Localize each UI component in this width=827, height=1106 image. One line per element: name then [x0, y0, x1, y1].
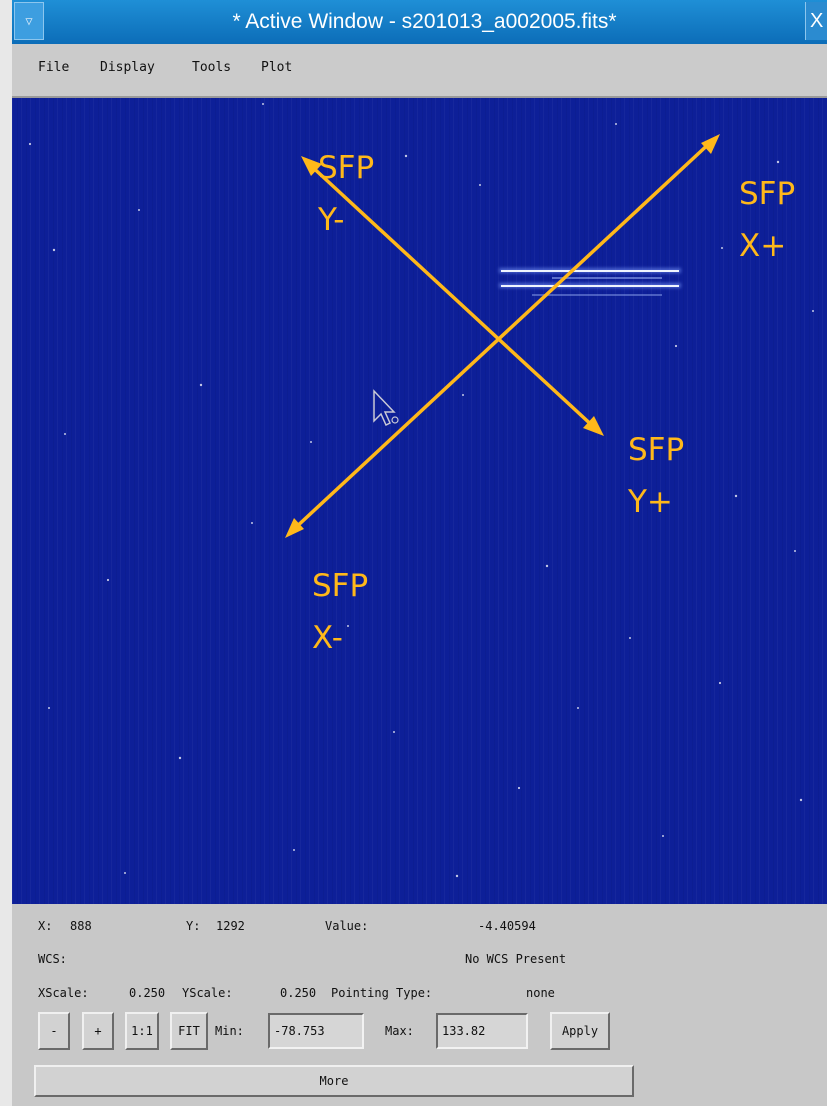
arrowheads	[285, 134, 720, 538]
min-input[interactable]	[268, 1013, 364, 1049]
close-icon[interactable]: X	[805, 2, 827, 40]
menu-display[interactable]: Display	[100, 60, 155, 75]
max-label: Max:	[385, 1024, 414, 1038]
pointing-type-value: none	[526, 986, 555, 1000]
title-bar[interactable]: ▽ * Active Window - s201013_a002005.fits…	[12, 0, 827, 44]
x-value: 888	[70, 919, 92, 933]
menu-plot[interactable]: Plot	[261, 60, 293, 75]
pointing-type-label: Pointing Type:	[331, 986, 433, 1000]
star-field	[28, 103, 814, 878]
min-label: Min:	[215, 1024, 244, 1038]
image-display[interactable]: SFP Y- SFP X+ SFP Y+ SFP X-	[12, 98, 827, 904]
zoom-1to1-button[interactable]: 1:1	[125, 1012, 159, 1050]
menu-tools[interactable]: Tools	[192, 60, 232, 75]
apply-button[interactable]: Apply	[550, 1012, 610, 1050]
xscale-value: 0.250	[129, 986, 166, 1000]
x-label: X:	[38, 919, 53, 933]
desktop-edge	[0, 0, 12, 1106]
xscale-label: XScale:	[38, 986, 89, 1000]
zoom-out-button[interactable]: -	[38, 1012, 70, 1050]
label-sfp-x-minus: SFP X-	[312, 568, 369, 656]
wcs-value: No WCS Present	[465, 952, 567, 966]
yscale-label: YScale:	[182, 986, 233, 1000]
mouse-pointer-icon	[373, 389, 399, 427]
y-label: Y:	[186, 919, 201, 933]
zoom-in-button[interactable]: +	[82, 1012, 114, 1050]
window-menu-icon[interactable]: ▽	[14, 2, 44, 40]
menu-file[interactable]: File	[38, 60, 70, 75]
menu-bar: File Display Tools Plot	[12, 44, 827, 98]
yscale-value: 0.250	[280, 986, 317, 1000]
wcs-label: WCS:	[38, 952, 67, 966]
sfp-axis-arrows	[291, 138, 715, 532]
overlay-graphics	[28, 103, 814, 878]
spectral-trace	[499, 268, 681, 296]
label-sfp-y-plus: SFP Y+	[628, 432, 685, 520]
status-panel: X: 888 Y: 1292 Value: -4.40594 WCS: No W…	[12, 904, 827, 1106]
window-title: * Active Window - s201013_a002005.fits*	[232, 10, 617, 33]
image-window: ▽ * Active Window - s201013_a002005.fits…	[12, 0, 827, 1106]
y-value: 1292	[216, 919, 245, 933]
pixel-value: -4.40594	[478, 919, 536, 933]
zoom-fit-button[interactable]: FIT	[170, 1012, 208, 1050]
max-input[interactable]	[436, 1013, 528, 1049]
label-sfp-x-plus: SFP X+	[739, 176, 796, 264]
more-button[interactable]: More	[34, 1065, 634, 1097]
value-label: Value:	[325, 919, 369, 933]
label-sfp-y-minus: SFP Y-	[318, 150, 375, 238]
